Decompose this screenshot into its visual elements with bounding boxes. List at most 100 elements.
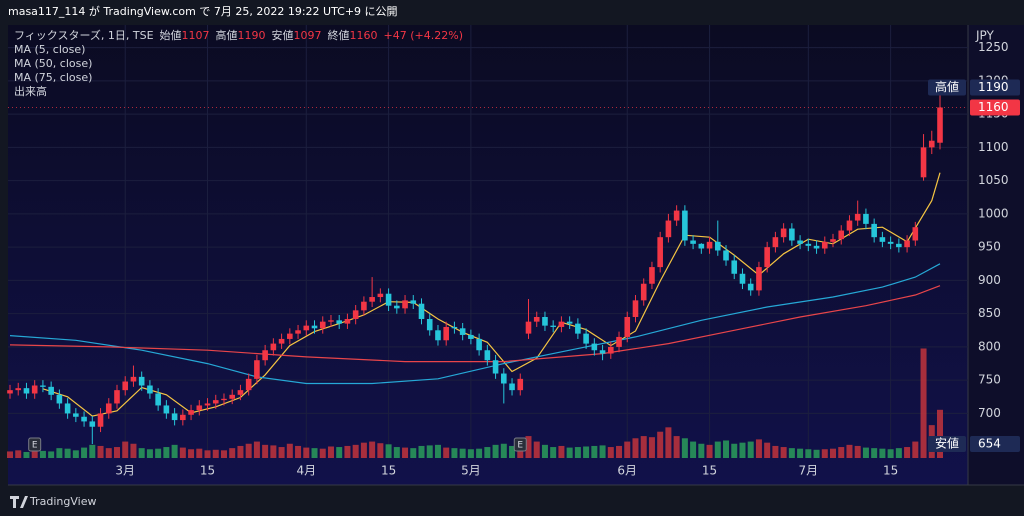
volume-bar (616, 445, 623, 458)
candle-body (682, 210, 688, 241)
event-label: E (517, 441, 523, 451)
candle-body (81, 416, 87, 422)
candle-body (221, 398, 227, 401)
volume-bar (443, 447, 450, 458)
candle-body (130, 376, 137, 382)
x-tick-label: 3月 (115, 464, 135, 478)
volume-bar (39, 450, 46, 458)
candle-body (624, 316, 631, 337)
volume-bar (146, 449, 153, 458)
volume-bar (583, 446, 590, 458)
volume-bar (48, 451, 55, 458)
volume-bar (714, 441, 721, 458)
volume-bar (459, 448, 466, 458)
candle-body (204, 403, 211, 406)
candle-body (394, 305, 400, 309)
candle-body (361, 301, 367, 311)
volume-bar (797, 448, 804, 458)
candle-body (723, 250, 729, 261)
volume-bar (253, 441, 260, 458)
low-marker-value: 654 (978, 437, 1001, 451)
volume-bar (706, 444, 713, 458)
volume-bar (7, 451, 13, 458)
volume-bar (319, 448, 326, 458)
candle-body (714, 241, 721, 251)
candle-body (649, 267, 655, 284)
candle-body (805, 243, 812, 246)
volume-bar (854, 445, 861, 458)
volume-bar (179, 447, 186, 458)
low-marker-text: 安値 (935, 436, 959, 451)
candle-body (542, 316, 548, 326)
volume-bar (196, 448, 203, 458)
candle-body (739, 273, 746, 284)
candle-body (402, 300, 408, 309)
candle-body (89, 421, 96, 427)
candle-body (319, 321, 326, 329)
volume-bar (31, 449, 38, 458)
open-label: 始値 (160, 28, 182, 42)
candle-body (756, 267, 762, 291)
volume-bar (204, 450, 211, 458)
candle-body (15, 388, 22, 391)
candle-body (887, 241, 894, 244)
volume-bar (245, 443, 252, 458)
candle-body (566, 321, 573, 324)
volume-bar (278, 447, 285, 458)
volume-bar (846, 444, 853, 458)
candle-body (377, 293, 384, 298)
volume-bar (163, 447, 170, 458)
volume-bar (755, 439, 762, 458)
volume-bar (426, 445, 433, 458)
change: +47 (+4.22%) (384, 29, 463, 42)
candle-body (747, 283, 754, 291)
candle-body (846, 220, 853, 231)
volume-bar (270, 445, 277, 458)
volume-bar (229, 448, 236, 458)
volume-bar (599, 445, 606, 458)
candle-body (105, 403, 112, 414)
volume-bar (188, 449, 195, 458)
candle-body (311, 325, 318, 329)
volume-bar (566, 447, 573, 458)
volume-bar (912, 441, 919, 458)
candle-body (344, 318, 351, 324)
volume-bar (920, 348, 927, 458)
candle-body (114, 390, 120, 404)
candle-body (912, 227, 919, 241)
candle-body (550, 325, 556, 327)
candle-body (821, 241, 828, 249)
volume-legend: 出来高 (14, 84, 47, 98)
footer-logo: TradingView (10, 495, 96, 508)
ohlc-legend: フィックスターズ, 1日, TSE 始値1107 高値1190 安値1097 終値116… (14, 28, 463, 42)
candle-body (97, 413, 104, 427)
candle-body (797, 240, 803, 244)
candle-body (468, 334, 474, 339)
volume-bar (336, 447, 343, 458)
volume-bar (739, 442, 746, 458)
last-price-box (970, 99, 1020, 116)
candle-body (459, 328, 466, 335)
volume-bar (220, 450, 227, 458)
candle-body (418, 303, 425, 319)
volume-bar (525, 436, 532, 458)
candle-body (443, 326, 449, 341)
volume-bar (138, 448, 145, 458)
high-label: 高値 (216, 28, 238, 42)
x-tick-label: 6月 (617, 464, 637, 478)
candle-body (476, 338, 482, 351)
candle-body (838, 230, 845, 240)
candle-body (607, 346, 614, 354)
candle-body (426, 318, 433, 331)
candle-body (583, 333, 589, 344)
candle-body (56, 394, 63, 404)
volume-bar (97, 445, 104, 458)
volume-bar (805, 449, 812, 458)
candle-body (229, 394, 236, 399)
candle-body (163, 405, 170, 414)
volume-bar (237, 445, 244, 458)
volume-bar (887, 449, 894, 458)
candle-body (731, 260, 738, 274)
volume-bar (904, 447, 911, 458)
candle-body (937, 107, 943, 143)
